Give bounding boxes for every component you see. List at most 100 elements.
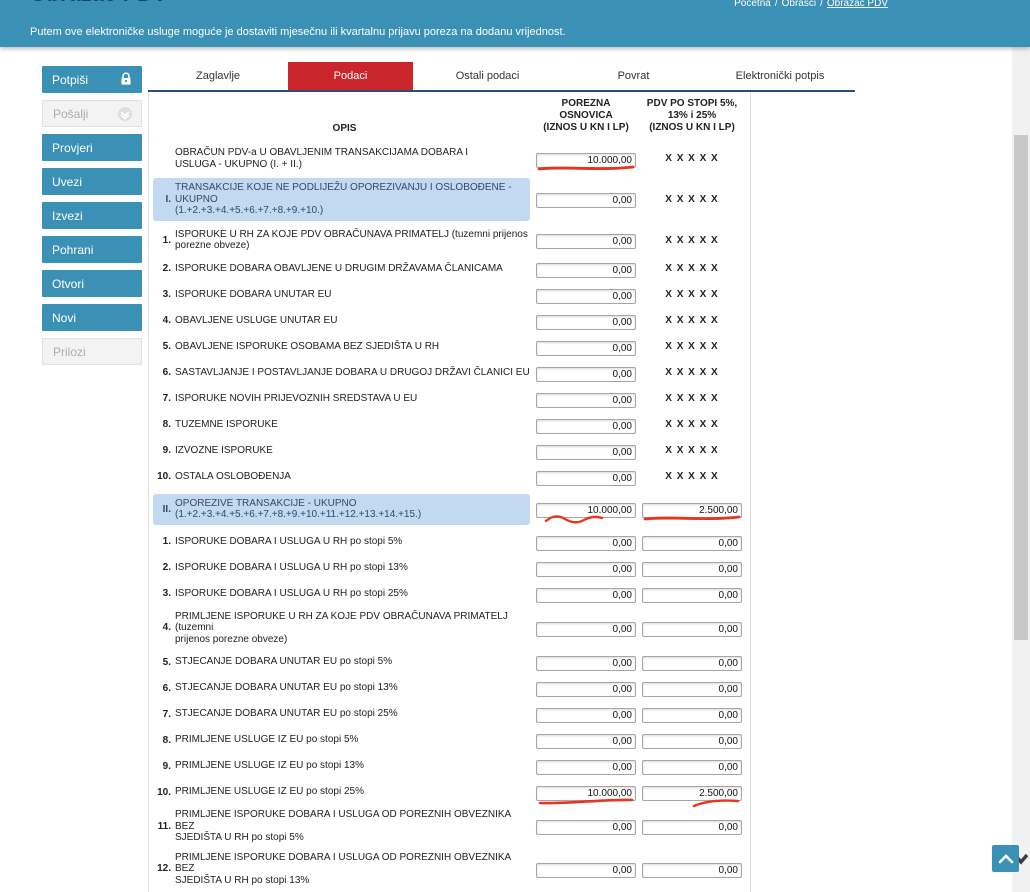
- row-number: 7.: [162, 708, 171, 720]
- base-amount-input[interactable]: [536, 234, 636, 249]
- base-amount-input[interactable]: [536, 561, 636, 577]
- base-amount-input[interactable]: [536, 820, 636, 836]
- masked-vat-cell: X X X X X: [665, 153, 719, 164]
- row-number: 7.: [162, 393, 171, 404]
- back-to-top-button[interactable]: [992, 845, 1019, 872]
- masked-vat-cell: X X X X X: [665, 393, 719, 404]
- base-amount-input[interactable]: [536, 418, 636, 434]
- breadcrumb-link[interactable]: Obrasci: [781, 0, 817, 9]
- row-description: STJECANJE DOBARA UNUTAR EU po stopi 25%: [175, 708, 398, 720]
- breadcrumb-link[interactable]: Obrazac PDV: [826, 0, 888, 9]
- table-row: 10. PRIMLJENE USLUGE IZ EU po stopi 25%: [149, 779, 750, 808]
- base-amount-input[interactable]: [536, 288, 636, 304]
- vat-amount-input[interactable]: [642, 708, 742, 723]
- base-amount-input[interactable]: [536, 152, 636, 168]
- app-header: Obrazac PDV Početna/Obrasci/Obrazac PDV …: [0, 0, 1030, 47]
- base-amount-input[interactable]: [536, 535, 636, 551]
- table-row: 2. ISPORUKE DOBARA OBAVLJENE U DRUGIM DRŽ…: [149, 256, 750, 282]
- table-row: II. OPOREZIVE TRANSAKCIJE - UKUPNO (1.+2.…: [149, 490, 750, 529]
- vat-amount-input[interactable]: [642, 862, 742, 878]
- vat-amount-input[interactable]: [642, 760, 742, 775]
- row-number: 6.: [162, 367, 171, 378]
- base-amount-input[interactable]: [536, 621, 636, 637]
- sidebar-button-provjeri[interactable]: Provjeri: [42, 134, 142, 161]
- row-number: II.: [162, 503, 171, 515]
- base-amount-input[interactable]: [536, 587, 636, 603]
- base-amount-input[interactable]: [536, 193, 636, 209]
- table-row: 5. OBAVLJENE ISPORUKE OSOBAMA BEZ SJEDIŠT…: [149, 334, 750, 360]
- row-description-wrap: 10. PRIMLJENE USLUGE IZ EU po stopi 25%: [153, 786, 536, 798]
- base-amount-input[interactable]: [536, 734, 636, 749]
- vat-amount-input[interactable]: [642, 535, 742, 551]
- base-amount-input[interactable]: [536, 262, 636, 278]
- vat-amount-input[interactable]: [642, 561, 742, 577]
- base-amount-cell: [536, 364, 636, 382]
- row-description-wrap: 10. OSTALA OSLOBOĐENJA: [153, 471, 536, 483]
- masked-vat-cell: X X X X X: [665, 193, 719, 205]
- base-amount-input[interactable]: [536, 314, 636, 330]
- base-amount-cell: [536, 559, 636, 577]
- tab-zaglavlje[interactable]: Zaglavlje: [195, 70, 241, 82]
- row-description: ISPORUKE NOVIH PRIJEVOZNIH SREDSTAVA U E…: [175, 392, 418, 404]
- vat-amount-input[interactable]: [642, 682, 742, 697]
- scrollbar-thumb[interactable]: [1014, 135, 1028, 640]
- row-description: PRIMLJENE ISPORUKE DOBARA I USLUGA OD PO…: [175, 851, 511, 886]
- tab-podaci[interactable]: Podaci: [288, 62, 413, 90]
- vat-amount-input[interactable]: [642, 503, 742, 518]
- row-description: STJECANJE DOBARA UNUTAR EU po stopi 5%: [175, 656, 393, 668]
- vat-amount-input[interactable]: [642, 786, 742, 801]
- table-row: 1. ISPORUKE U RH ZA KOJE PDV OBRAČUNAVA P…: [149, 225, 750, 256]
- base-amount-cell: [536, 338, 636, 356]
- scrollbar[interactable]: [1012, 0, 1030, 892]
- base-amount-cell: [536, 731, 636, 749]
- tab-povrat[interactable]: Povrat: [617, 70, 650, 82]
- base-amount-input[interactable]: [536, 444, 636, 460]
- row-description: PRIMLJENE USLUGE IZ EU po stopi 5%: [175, 734, 359, 746]
- tab-ostali-podaci[interactable]: Ostali podaci: [455, 70, 520, 82]
- table-row: 2. ISPORUKE DOBARA I USLUGA U RH po stopi…: [149, 555, 750, 581]
- masked-vat-cell: X X X X X: [665, 419, 719, 430]
- sidebar-button-izvezi[interactable]: Izvezi: [42, 202, 142, 229]
- sidebar-button-otvori[interactable]: Otvori: [42, 270, 142, 297]
- base-amount-input[interactable]: [536, 366, 636, 382]
- base-amount-input[interactable]: [536, 392, 636, 408]
- row-description: ISPORUKE DOBARA I USLUGA U RH po stopi 2…: [175, 587, 408, 599]
- tab-elektroni-ki-potpis[interactable]: Elektronički potpis: [735, 70, 825, 82]
- base-amount-cell: [536, 679, 636, 697]
- column-header-base: POREZNA OSNOVICA (IZNOS U KN I LP): [543, 98, 629, 133]
- sidebar-button-poalji[interactable]: Pošalji: [42, 100, 142, 127]
- base-amount-input[interactable]: [536, 760, 636, 775]
- row-number: 12.: [157, 863, 171, 875]
- sidebar-button-label: Izvezi: [52, 208, 83, 223]
- sidebar-button-prilozi[interactable]: Prilozi: [42, 338, 142, 365]
- table-row: 6. SASTAVLJANJE I POSTAVLJANJE DOBARA U D…: [149, 360, 750, 386]
- vat-amount-input[interactable]: [642, 621, 742, 637]
- table-row: I. TRANSAKCIJE KOJE NE PODLIJEŽU OPOREZIV…: [149, 174, 750, 225]
- sidebar-button-uvezi[interactable]: Uvezi: [42, 168, 142, 195]
- sidebar-button-pohrani[interactable]: Pohrani: [42, 236, 142, 263]
- base-amount-input[interactable]: [536, 862, 636, 878]
- row-number: 9.: [162, 445, 171, 456]
- base-amount-input[interactable]: [536, 786, 636, 801]
- base-amount-input[interactable]: [536, 470, 636, 486]
- sidebar-button-potpii[interactable]: Potpiši: [42, 66, 142, 93]
- base-amount-input[interactable]: [536, 682, 636, 697]
- vat-amount-input[interactable]: [642, 820, 742, 836]
- base-amount-input[interactable]: [536, 503, 636, 518]
- sidebar-button-label: Pošalji: [53, 106, 89, 121]
- row-description-wrap: 11. PRIMLJENE ISPORUKE DOBARA I USLUGA OD…: [153, 809, 536, 844]
- row-description-wrap: 1. ISPORUKE U RH ZA KOJE PDV OBRAČUNAVA P…: [153, 229, 536, 252]
- sidebar-button-novi[interactable]: Novi: [42, 304, 142, 331]
- masked-vat-cell: X X X X X: [665, 367, 719, 378]
- column-header-vat: PDV PO STOPI 5%, 13% i 25% (IZNOS U KN I…: [646, 98, 738, 133]
- base-amount-input[interactable]: [536, 708, 636, 723]
- base-amount-input[interactable]: [536, 340, 636, 356]
- vat-amount-input[interactable]: [642, 656, 742, 671]
- breadcrumb-link[interactable]: Početna: [734, 0, 771, 9]
- base-amount-cell: [536, 468, 636, 486]
- vat-amount-input[interactable]: [642, 587, 742, 603]
- vat-amount-input[interactable]: [642, 734, 742, 749]
- base-amount-input[interactable]: [536, 656, 636, 671]
- vat-amount-cell: [642, 783, 742, 808]
- chevron-up-icon: [998, 853, 1013, 863]
